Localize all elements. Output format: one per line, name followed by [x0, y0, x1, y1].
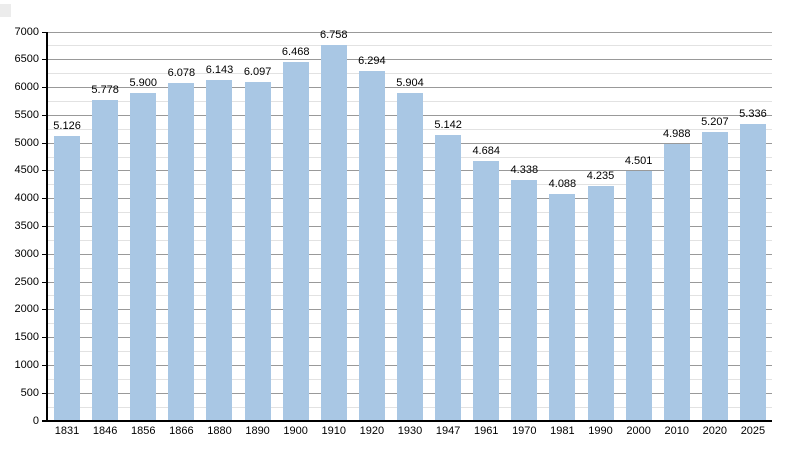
- bar: [130, 93, 157, 421]
- y-axis-tick-label: 6000: [14, 81, 39, 94]
- bar: [168, 83, 195, 421]
- bar: [739, 124, 766, 421]
- bar: [244, 82, 271, 421]
- y-axis-tick-label: 7000: [14, 25, 39, 38]
- y-axis-tick-label: 1000: [14, 358, 39, 371]
- bar-value-label: 5.142: [434, 119, 462, 132]
- y-axis-tick-label: 4000: [14, 192, 39, 205]
- bar-value-label: 4.235: [586, 169, 615, 182]
- bar-value-label: 4.684: [472, 144, 500, 157]
- bar: [54, 136, 81, 421]
- bar-value-label: 5.778: [91, 83, 119, 96]
- y-axis-tick: [42, 253, 48, 255]
- y-axis-tick-label: 0: [32, 414, 39, 427]
- y-axis-tick-label: 3000: [14, 247, 39, 260]
- x-axis-tick-label: 2000: [626, 425, 651, 437]
- x-axis-tick-label: 1920: [359, 425, 385, 437]
- bar-value-label: 6.143: [205, 63, 234, 76]
- bar-value-label: 6.294: [358, 55, 386, 68]
- bar-value-label: 5.904: [396, 76, 424, 89]
- x-axis-tick-label: 1930: [397, 425, 423, 437]
- bar-value-label: 4.988: [662, 127, 691, 140]
- y-axis-tick: [42, 198, 48, 200]
- bar: [206, 79, 233, 421]
- y-axis-tick-label: 2500: [14, 275, 39, 288]
- x-axis-tick-label: 1910: [321, 425, 347, 437]
- y-axis-tick: [42, 31, 48, 33]
- bar: [92, 99, 119, 421]
- gridline-major: [48, 31, 772, 33]
- y-axis-tick: [42, 309, 48, 311]
- y-axis-tick-label: 2000: [14, 303, 39, 316]
- y-axis-tick: [42, 281, 48, 283]
- y-axis-tick: [42, 337, 48, 339]
- corner-artifact: [0, 4, 11, 17]
- bar-value-label: 6.078: [167, 67, 196, 80]
- y-axis-tick-label: 6500: [14, 53, 39, 66]
- x-axis-tick-label: 1961: [473, 425, 499, 437]
- bar: [435, 135, 462, 421]
- gridline-minor: [48, 73, 772, 75]
- y-axis-tick: [42, 226, 48, 227]
- x-axis-tick-label: 1900: [283, 425, 308, 437]
- bar-value-label: 4.501: [624, 154, 653, 167]
- bar: [358, 71, 385, 421]
- y-axis-tick: [42, 392, 48, 394]
- bar: [549, 193, 576, 421]
- y-axis-tick-label: 5000: [14, 136, 39, 149]
- bar-value-label: 5.336: [739, 108, 767, 121]
- bar: [282, 61, 309, 421]
- y-axis-tick: [42, 364, 48, 366]
- bar-value-label: 4.338: [510, 163, 539, 176]
- x-axis-line: [42, 420, 772, 422]
- y-axis-tick: [42, 114, 48, 116]
- bar-value-label: 6.468: [281, 45, 310, 58]
- x-axis-tick-label: 1970: [512, 425, 537, 437]
- bar-value-label: 6.758: [320, 29, 348, 42]
- bar: [511, 179, 538, 421]
- x-axis-tick-label: 1981: [550, 425, 575, 437]
- x-axis-tick-label: 1866: [169, 425, 194, 437]
- x-axis-tick-label: 1846: [92, 425, 118, 437]
- x-axis-tick-label: 1856: [131, 425, 156, 437]
- y-axis-tick: [42, 59, 48, 61]
- x-axis-tick-label: 1990: [588, 425, 613, 437]
- y-axis-tick-label: 3500: [14, 220, 39, 232]
- gridline-major: [48, 87, 772, 89]
- bar: [473, 160, 500, 421]
- gridline-major: [48, 59, 772, 61]
- y-axis-tick: [42, 142, 48, 144]
- x-axis-tick-label: 1831: [54, 425, 80, 437]
- x-axis-tick-label: 2025: [740, 425, 766, 437]
- y-axis-tick: [42, 87, 48, 89]
- x-axis-tick-label: 2020: [702, 425, 728, 437]
- x-axis-tick-label: 1947: [435, 425, 461, 437]
- y-axis-tick-label: 4500: [14, 164, 39, 177]
- bar: [587, 185, 614, 421]
- x-axis-tick-label: 1890: [245, 425, 270, 437]
- y-axis-line: [46, 32, 48, 422]
- bar: [625, 170, 652, 421]
- y-axis-tick: [42, 170, 48, 172]
- x-axis-tick-label: 2010: [664, 425, 689, 437]
- y-axis-tick-label: 5500: [14, 108, 39, 121]
- bar-value-label: 5.126: [53, 120, 81, 133]
- bar-value-label: 6.097: [243, 66, 272, 79]
- bar: [663, 143, 690, 421]
- bar-value-label: 4.088: [548, 177, 577, 190]
- y-axis-tick-label: 500: [20, 386, 39, 399]
- y-axis-tick-label: 1500: [14, 331, 39, 344]
- bar: [320, 45, 347, 421]
- bar: [397, 92, 423, 421]
- bar-value-label: 5.207: [701, 115, 729, 128]
- gridline-minor: [48, 45, 772, 47]
- x-axis-tick-label: 1880: [207, 425, 232, 437]
- bar-value-label: 5.900: [129, 77, 158, 90]
- bar: [701, 131, 728, 421]
